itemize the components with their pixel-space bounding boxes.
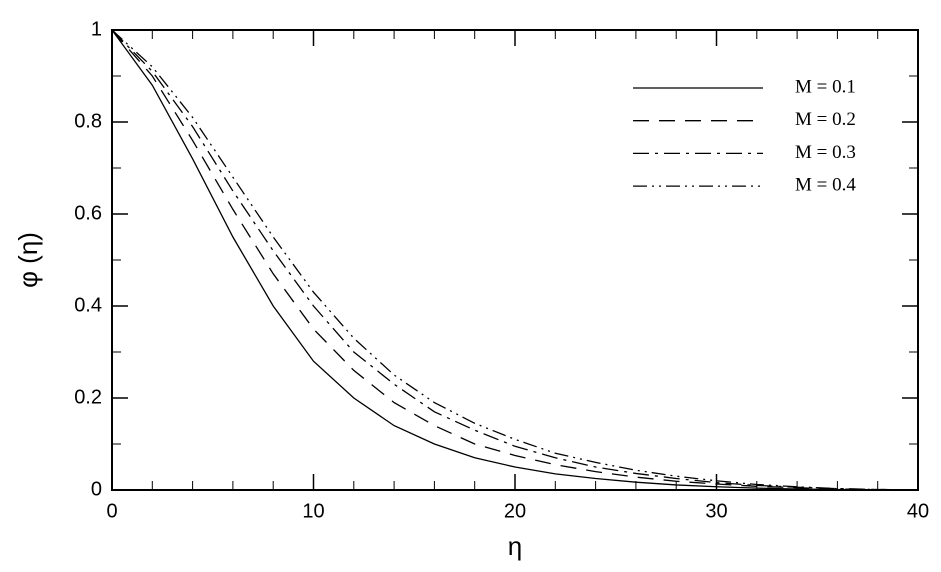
y-tick-label: 0.8 <box>74 110 102 132</box>
x-tick-label: 20 <box>504 500 526 522</box>
y-axis-label: φ (η) <box>13 232 43 288</box>
series-line <box>111 29 918 491</box>
series-line <box>111 29 919 491</box>
legend-label: M = 0.4 <box>795 174 856 195</box>
x-tick-label: 10 <box>302 500 324 522</box>
y-tick-label: 0 <box>91 478 102 500</box>
plot-frame <box>111 29 919 491</box>
x-tick-label: 0 <box>106 500 117 522</box>
series-line <box>111 29 919 491</box>
y-tick-label: 1 <box>91 18 102 40</box>
y-tick-label: 0.4 <box>74 294 102 316</box>
legend-label: M = 0.3 <box>795 142 856 163</box>
y-tick-label: 0.2 <box>74 386 102 408</box>
legend-label: M = 0.2 <box>795 109 856 130</box>
x-axis-label: η <box>508 531 522 561</box>
y-tick-label: 0.6 <box>74 202 102 224</box>
x-tick-label: 40 <box>907 500 929 522</box>
series-line <box>111 29 919 491</box>
legend-label: M = 0.1 <box>795 76 856 97</box>
x-tick-label: 30 <box>705 500 727 522</box>
